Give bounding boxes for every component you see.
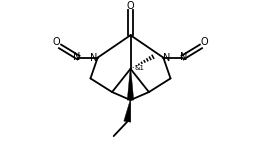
Text: O: O: [53, 37, 60, 47]
Polygon shape: [124, 100, 131, 122]
Polygon shape: [127, 69, 134, 100]
Text: N: N: [180, 52, 188, 62]
Text: O: O: [127, 1, 134, 11]
Text: &1: &1: [135, 65, 145, 71]
Text: N: N: [73, 52, 81, 62]
Text: O: O: [201, 37, 208, 47]
Text: N: N: [91, 53, 98, 63]
Text: N: N: [163, 53, 170, 63]
